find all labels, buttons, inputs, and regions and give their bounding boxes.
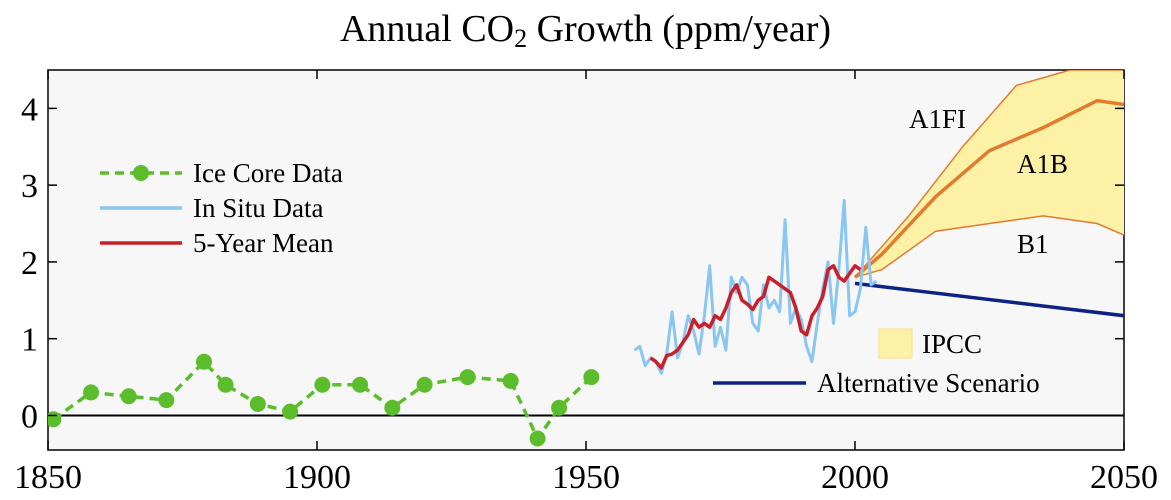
ice-core-point (352, 376, 369, 393)
plot-contents (48, 70, 1124, 447)
ipcc-a1fi-line (854, 70, 1124, 278)
ice-core-point (459, 369, 476, 386)
legend-label-alternative: Alternative Scenario (817, 368, 1040, 398)
x-tick-label: 1900 (283, 459, 351, 496)
ice-core-point (583, 369, 600, 386)
y-tick-label: 0 (21, 398, 38, 435)
ice-core-point (120, 388, 137, 405)
y-tick-label: 4 (21, 91, 38, 128)
in-situ-line (633, 199, 878, 375)
chart-title-pre: Annual CO (339, 8, 515, 50)
annotation-a1b: A1B (1017, 149, 1068, 179)
ipcc-b1-line (854, 215, 1124, 279)
legend-label-in-situ: In Situ Data (193, 193, 323, 223)
legend-label-ice-core: Ice Core Data (193, 158, 343, 188)
ice-core-point (158, 392, 175, 409)
ice-core-point (282, 403, 299, 420)
ice-core-point (551, 399, 568, 416)
legend-label-five-year: 5-Year Mean (193, 228, 334, 258)
ice-core-point (83, 384, 100, 401)
y-tick-label: 3 (21, 168, 38, 205)
ice-core-point (249, 395, 266, 412)
x-tick-label: 2050 (1090, 459, 1158, 496)
alternative-scenario-line (854, 281, 1124, 318)
legend-label-ipcc: IPCC (922, 329, 982, 359)
ice-core-point (384, 399, 401, 416)
chart-title: Annual CO2 Growth (ppm/year) (0, 6, 1171, 52)
x-tick-label: 1850 (14, 459, 82, 496)
annotation-a1fi: A1FI (909, 104, 966, 134)
legend-swatch-ipcc (878, 328, 913, 359)
chart-title-post: Growth (ppm/year) (527, 8, 832, 50)
legend-marker-ice-core (133, 165, 149, 181)
ice-core-point (314, 376, 331, 393)
ice-core-point (217, 376, 234, 393)
five-year-mean-line (649, 264, 862, 370)
chart-title-subscript: 2 (514, 24, 528, 53)
ice-core-point (502, 372, 519, 389)
ipcc-a1b-line (853, 98, 1124, 279)
y-tick-label: 2 (21, 245, 38, 282)
y-tick-label: 1 (21, 322, 38, 359)
ice-core-point (196, 353, 213, 370)
ice-core-point (529, 430, 546, 447)
ice-core-point (416, 376, 433, 393)
x-tick-label: 2000 (821, 459, 889, 496)
x-tick-label: 1950 (552, 459, 620, 496)
annotation-b1: B1 (1017, 229, 1049, 259)
